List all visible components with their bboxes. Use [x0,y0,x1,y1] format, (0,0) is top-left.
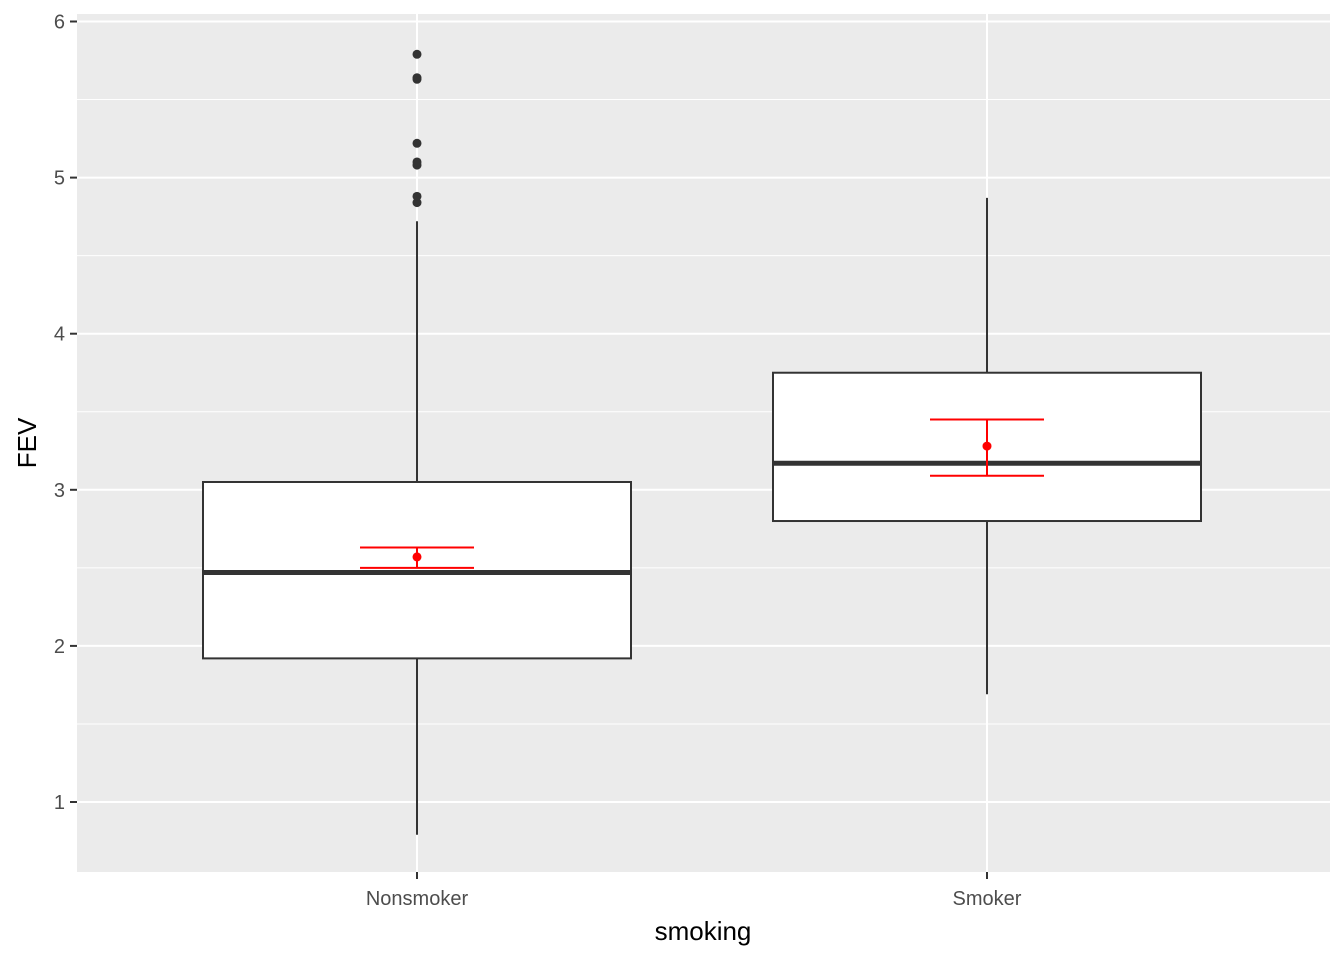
y-tick-label: 1 [54,792,65,814]
y-axis: 1 2 3 4 5 6 [54,12,77,814]
mean-point [412,552,422,562]
boxplot-series [202,49,1202,835]
mean-ci-nonsmoker [360,546,474,569]
y-tick-label: 5 [54,168,65,190]
mean-ci-smoker [930,418,1044,477]
outlier-point [412,49,422,59]
y-tick-label: 6 [54,12,65,34]
box-nonsmoker [202,49,632,835]
outlier-point [412,198,422,208]
mean-ci-series [360,418,1044,569]
x-tick-label: Smoker [953,888,1022,910]
y-tick-label: 4 [54,324,65,346]
x-axis-title: smoking [655,916,752,946]
y-tick-label: 3 [54,480,65,502]
x-tick-label: Nonsmoker [366,888,469,910]
outlier-point [412,191,422,201]
outlier-point [412,73,422,83]
outlier-point [412,138,422,148]
outlier-point [412,157,422,167]
mean-point [982,441,992,451]
y-axis-title: FEV [12,417,42,468]
y-tick-label: 2 [54,636,65,658]
x-axis: Nonsmoker Smoker [366,872,1022,910]
